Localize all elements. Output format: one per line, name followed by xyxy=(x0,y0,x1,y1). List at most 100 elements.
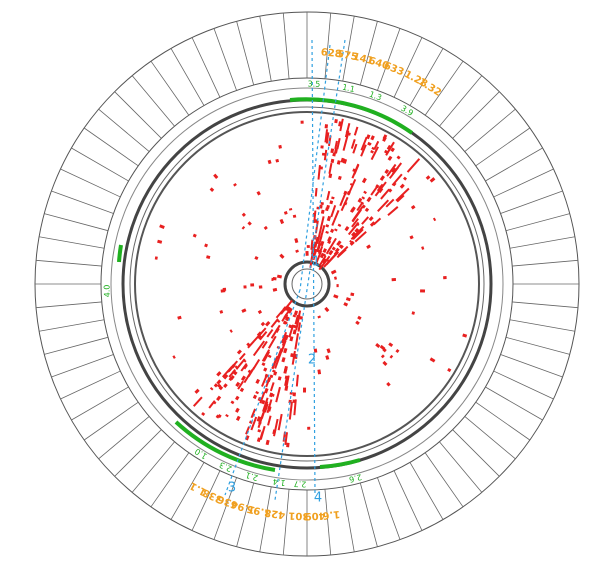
beam-pipe-inner xyxy=(292,269,322,299)
cell-label: 1.32 xyxy=(416,76,443,98)
hit xyxy=(273,288,278,292)
hit xyxy=(230,329,233,333)
track-energy: 3.9 xyxy=(399,104,415,118)
hit xyxy=(320,166,323,169)
hit xyxy=(329,200,333,204)
track-energy: 1.4 xyxy=(272,477,286,488)
segment-divider xyxy=(36,260,102,266)
hit xyxy=(317,315,321,318)
hit xyxy=(270,382,275,391)
hit xyxy=(332,153,336,157)
hit xyxy=(293,215,297,218)
segment-divider xyxy=(343,16,354,81)
segment-divider xyxy=(510,237,575,248)
hit xyxy=(237,349,242,354)
hit xyxy=(330,148,334,153)
hit xyxy=(333,294,338,298)
hit xyxy=(407,158,420,173)
hit xyxy=(264,226,268,230)
hit xyxy=(331,159,335,163)
hit xyxy=(328,163,332,174)
hit xyxy=(363,191,367,194)
segment-divider xyxy=(115,430,162,477)
hit xyxy=(392,278,396,281)
track xyxy=(225,290,300,495)
hit xyxy=(294,238,298,243)
track-energy: 4.0 xyxy=(102,284,111,297)
hit xyxy=(242,226,246,230)
hit xyxy=(327,348,331,353)
segment-divider xyxy=(439,442,481,493)
hit xyxy=(172,355,175,359)
hit xyxy=(386,382,390,387)
hit xyxy=(330,229,334,233)
hit xyxy=(346,297,351,301)
hit xyxy=(296,375,299,387)
hit xyxy=(354,127,359,136)
hit xyxy=(216,396,221,401)
hit xyxy=(388,156,393,161)
segment-divider xyxy=(501,354,563,377)
track-energy: 2.7 xyxy=(293,479,306,488)
green-arc xyxy=(119,245,121,262)
segment-divider xyxy=(51,191,113,214)
hit xyxy=(236,416,241,421)
hit xyxy=(193,234,197,238)
segment-divider xyxy=(192,37,220,97)
segment-divider xyxy=(99,109,150,151)
segment-divider xyxy=(465,416,516,458)
hit xyxy=(262,362,266,366)
hit xyxy=(293,329,297,334)
hit xyxy=(267,416,271,426)
hit xyxy=(284,211,288,215)
hit xyxy=(278,376,282,380)
hit xyxy=(255,379,260,384)
hit xyxy=(265,321,270,326)
segment-divider xyxy=(453,92,500,139)
segment-divider xyxy=(465,109,516,151)
green-arc xyxy=(320,460,360,467)
segment-divider xyxy=(237,21,254,85)
hit xyxy=(284,386,288,391)
segment-divider xyxy=(512,260,578,266)
track-energy: 1.0 xyxy=(193,446,209,460)
track-id: 4 xyxy=(314,491,322,506)
hit xyxy=(430,357,436,362)
hit xyxy=(268,160,272,164)
hit xyxy=(271,278,273,281)
hit xyxy=(157,240,162,244)
hit xyxy=(382,361,387,366)
segment-divider xyxy=(260,487,271,552)
hit xyxy=(243,285,246,288)
segment-divider xyxy=(343,487,354,552)
segment-divider xyxy=(494,371,554,399)
hit xyxy=(253,395,257,399)
hit xyxy=(206,255,210,259)
hit xyxy=(369,216,374,221)
hit xyxy=(216,371,221,376)
hit xyxy=(328,173,332,178)
segment-divider xyxy=(506,337,570,354)
segment-divider xyxy=(51,354,113,377)
hit xyxy=(400,184,405,189)
hit xyxy=(307,427,310,430)
hit xyxy=(235,396,239,401)
hit xyxy=(337,160,341,165)
hit xyxy=(327,236,332,242)
hit xyxy=(242,213,246,217)
hit xyxy=(261,322,265,326)
hit xyxy=(225,414,229,417)
hit xyxy=(403,177,407,181)
hit xyxy=(259,285,263,288)
hit xyxy=(362,178,367,184)
hit xyxy=(462,334,467,338)
segment-divider xyxy=(260,16,271,81)
hit xyxy=(331,270,337,275)
hit xyxy=(177,316,181,320)
hit xyxy=(223,288,227,291)
hit xyxy=(350,293,354,297)
hit xyxy=(411,205,416,210)
track-id: 2 xyxy=(308,353,316,368)
hit xyxy=(336,284,338,287)
hit xyxy=(395,188,409,202)
